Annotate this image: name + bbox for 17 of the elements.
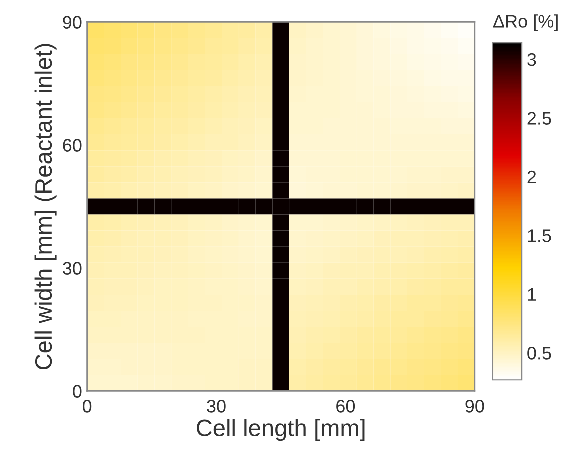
color-bar-title: ΔRo [%]	[493, 14, 558, 32]
color-bar-label: 3	[528, 53, 536, 66]
y-tick-label: 0	[73, 385, 82, 398]
x-tick-label: 0	[82, 400, 92, 413]
y-tick-label: 60	[63, 139, 82, 152]
color-bar-label: 1	[528, 288, 536, 301]
color-bar-label: 0.5	[528, 347, 552, 360]
y-tick-label: 30	[63, 262, 82, 275]
x-axis-title: Cell length [mm]	[197, 419, 365, 442]
x-tick-label: 30	[207, 400, 226, 413]
y-tick-label: 90	[63, 16, 82, 29]
x-tick-label: 90	[466, 400, 484, 413]
color-bar-label: 2.5	[528, 112, 552, 125]
x-tick-label: 60	[336, 400, 356, 413]
y-axis-title: Cell width [mm] (Reactant inlet)	[34, 44, 57, 370]
color-bar-label: 2	[528, 170, 536, 184]
color-bar-label: 1.5	[528, 230, 552, 242]
